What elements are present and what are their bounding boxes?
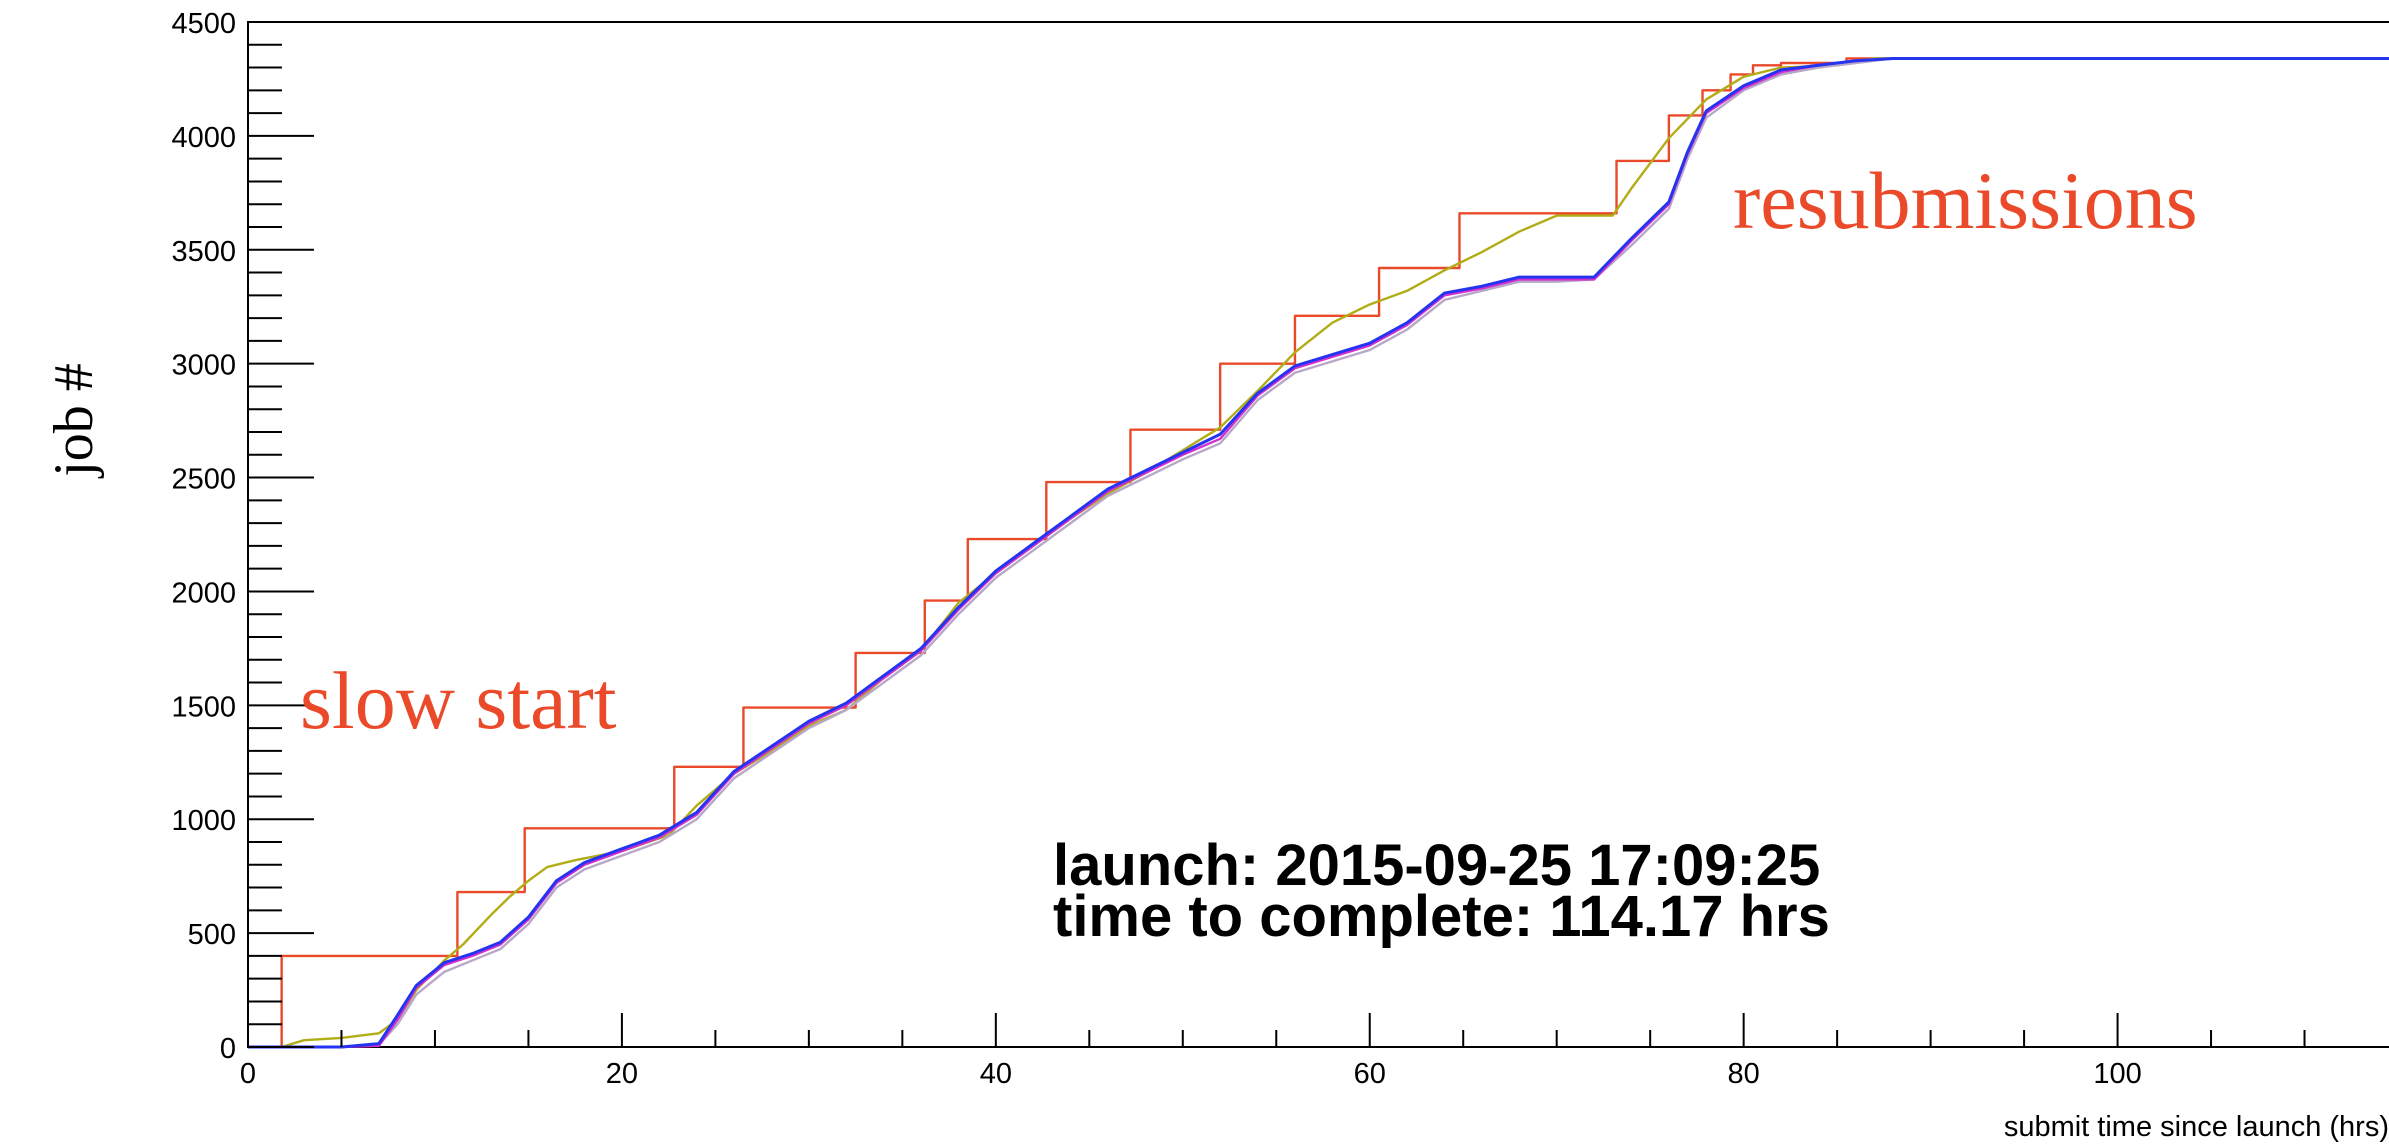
y-tick-label: 500 [188, 919, 236, 951]
y-tick-label: 4500 [171, 8, 236, 40]
series-line-1 [248, 57, 2389, 1049]
y-tick-label: 2000 [171, 577, 236, 609]
y-tick-label: 3000 [171, 350, 236, 382]
series-layer [248, 56, 2389, 1049]
annotation-resubmissions: resubmissions [1733, 155, 2198, 246]
axis-layer [247, 21, 2306, 1048]
y-tick-label: 4000 [171, 122, 236, 154]
x-tick-label: 100 [2093, 1058, 2141, 1090]
annotation-slow-start: slow start [300, 655, 617, 746]
x-tick-label: 40 [980, 1058, 1012, 1090]
y-tick-label: 2500 [171, 464, 236, 496]
y-tick-label: 3500 [171, 236, 236, 268]
x-tick-label: 60 [1354, 1058, 1386, 1090]
x-tick-label: 0 [240, 1058, 256, 1090]
series-line-3 [248, 57, 2389, 1049]
label-layer: 0 500 1000 1500 2000 2500 3000 3500 4000 4500 0 20 4… [171, 8, 2141, 1090]
x-axis-title: submit time since launch (hrs) [2004, 1111, 2389, 1143]
plot-frame [247, 21, 2389, 1048]
series-line-5 [248, 56, 2389, 1049]
x-tick-label: 20 [606, 1058, 638, 1090]
time-to-complete-text: time to complete: 114.17 hrs [1053, 884, 1830, 949]
y-tick-label: 0 [220, 1033, 236, 1065]
y-axis-title: job # [43, 363, 105, 479]
x-tick-label: 80 [1728, 1058, 1760, 1090]
y-tick-label: 1000 [171, 805, 236, 837]
launch-text: launch: 2015-09-25 17:09:25 [1053, 833, 1820, 898]
y-tick-label: 1500 [171, 691, 236, 723]
